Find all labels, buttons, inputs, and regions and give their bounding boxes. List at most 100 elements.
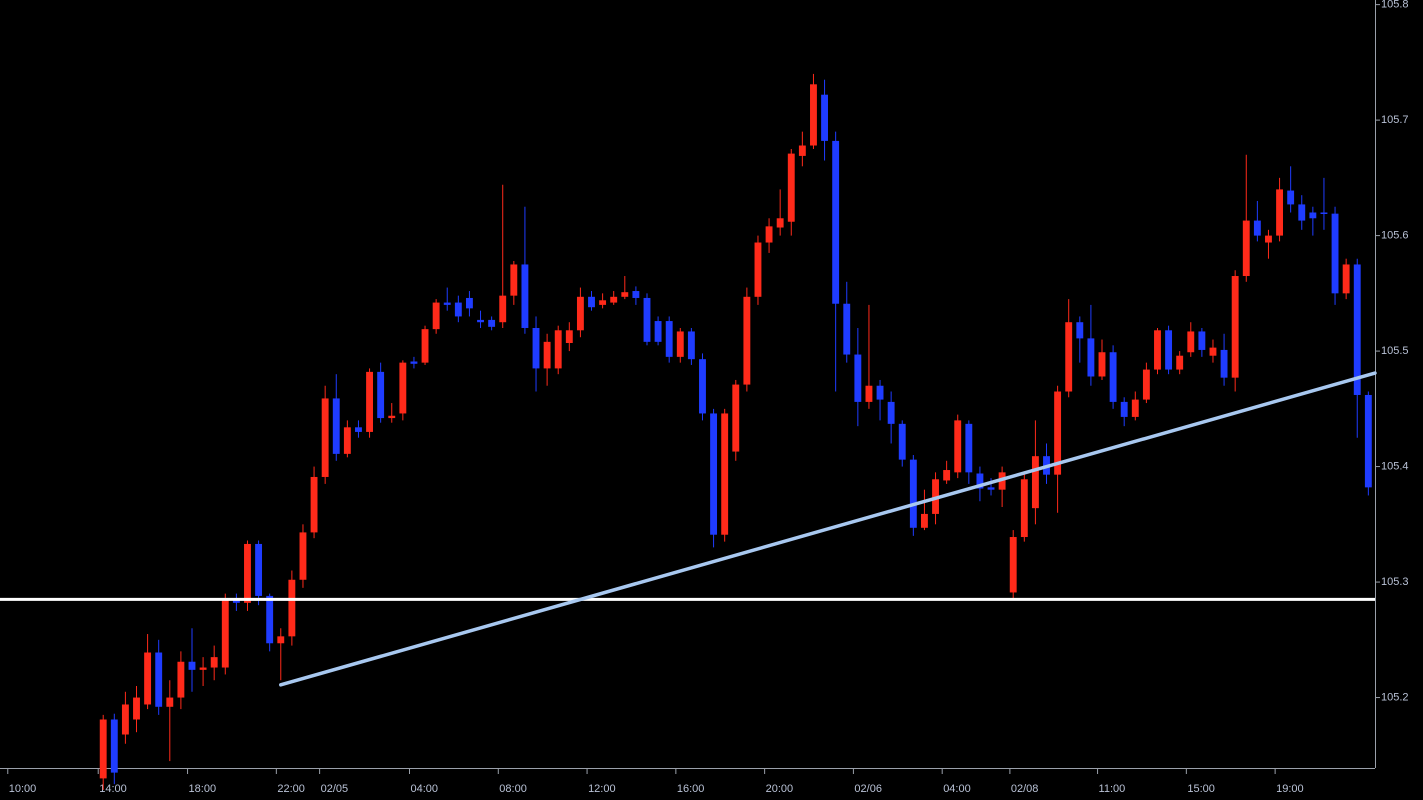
candle-body: [854, 354, 862, 402]
candle-body: [1054, 391, 1062, 475]
candle-body: [1176, 355, 1184, 370]
candle-body: [177, 661, 185, 698]
candle-body: [499, 295, 507, 323]
candle-body: [865, 385, 873, 402]
candle-body: [465, 297, 473, 309]
candle-body: [1287, 190, 1295, 205]
candle-body: [532, 327, 540, 369]
candle-body: [488, 319, 496, 327]
candle-body: [821, 94, 828, 141]
candle-body: [876, 385, 884, 400]
candle-body: [388, 415, 396, 419]
candle-body: [210, 657, 218, 668]
y-tick-label: 105.6: [1381, 230, 1409, 242]
candle-body: [1253, 220, 1261, 236]
candle-body: [244, 543, 251, 603]
candle-body: [843, 303, 851, 355]
candle-body: [1276, 189, 1284, 236]
candle-body: [810, 84, 817, 146]
candle-body: [1265, 235, 1272, 243]
candle-body: [1231, 276, 1239, 378]
candle-body: [1342, 264, 1350, 294]
y-tick-label: 105.3: [1381, 576, 1409, 588]
candle-body: [199, 667, 207, 670]
candle-body: [1198, 331, 1206, 350]
candle-body: [943, 470, 951, 481]
y-tick-label: 105.7: [1381, 114, 1409, 126]
candle-body: [1331, 213, 1339, 294]
candle-body: [710, 413, 718, 535]
candle-body: [1065, 322, 1073, 392]
candle-body: [99, 719, 107, 779]
candle-body: [643, 297, 651, 342]
candle-body: [621, 292, 629, 297]
candle-body: [632, 291, 640, 298]
x-tick-label: 15:00: [1187, 783, 1215, 795]
candle-body: [588, 296, 595, 308]
candle-body: [188, 661, 196, 670]
candle-body: [832, 140, 840, 304]
x-tick-label: 02/06: [854, 783, 882, 795]
candle-body: [1309, 212, 1317, 219]
candle-body: [1165, 330, 1173, 370]
candle-body: [343, 427, 351, 454]
candle-body: [421, 329, 429, 363]
candle-body: [1320, 212, 1328, 214]
x-tick-label: 02/05: [321, 783, 349, 795]
candle-body: [1154, 330, 1161, 370]
candle-body: [732, 384, 740, 452]
candle-body: [1220, 349, 1228, 378]
x-tick-label: 02/08: [1011, 783, 1039, 795]
candle-body: [798, 145, 806, 156]
candle-body: [166, 697, 174, 707]
y-tick-label: 105.5: [1381, 345, 1409, 357]
y-tick-label: 105.4: [1381, 460, 1409, 472]
candle-body: [310, 476, 318, 533]
candle-body: [1098, 352, 1106, 377]
x-tick-label: 08:00: [499, 783, 527, 795]
x-tick-label: 11:00: [1099, 783, 1126, 795]
x-tick-label: 19:00: [1276, 783, 1304, 795]
candle-body: [765, 226, 773, 243]
x-tick-label: 16:00: [677, 783, 705, 795]
candle-body: [399, 362, 407, 414]
candle-body: [155, 652, 163, 707]
candle-body: [676, 331, 684, 357]
candle-body: [687, 331, 695, 360]
candle-body: [266, 595, 274, 644]
candle-body: [1131, 399, 1139, 417]
candle-body: [232, 600, 240, 603]
candle-body: [277, 636, 285, 644]
candle-body: [976, 473, 984, 489]
candle-body: [654, 321, 662, 342]
x-tick-label: 10:00: [9, 783, 37, 795]
candle-body: [1009, 537, 1017, 593]
trend-line: [279, 371, 1377, 687]
candle-body: [898, 423, 906, 460]
candle-body: [1076, 322, 1084, 339]
candle-body: [1209, 347, 1217, 356]
candle-body: [255, 543, 263, 596]
candle-body: [787, 153, 795, 222]
candle-body: [743, 296, 751, 385]
candle-body: [1353, 264, 1361, 395]
candle-body: [454, 302, 462, 317]
candle-body: [477, 319, 484, 323]
candle-body: [1242, 220, 1250, 277]
candle-body: [321, 398, 329, 477]
candle-body: [665, 321, 673, 357]
candle-body: [1298, 204, 1306, 221]
candle-body: [521, 264, 529, 328]
candle-body: [332, 398, 340, 454]
candle-body: [377, 371, 385, 419]
candle-body: [144, 652, 152, 705]
candle-body: [1142, 369, 1150, 400]
candle-body: [599, 300, 607, 305]
candle-body: [699, 359, 706, 414]
x-tick-label: 22:00: [277, 783, 305, 795]
candle-body: [610, 296, 618, 303]
candle-body: [288, 579, 296, 637]
candle-body: [920, 513, 928, 528]
